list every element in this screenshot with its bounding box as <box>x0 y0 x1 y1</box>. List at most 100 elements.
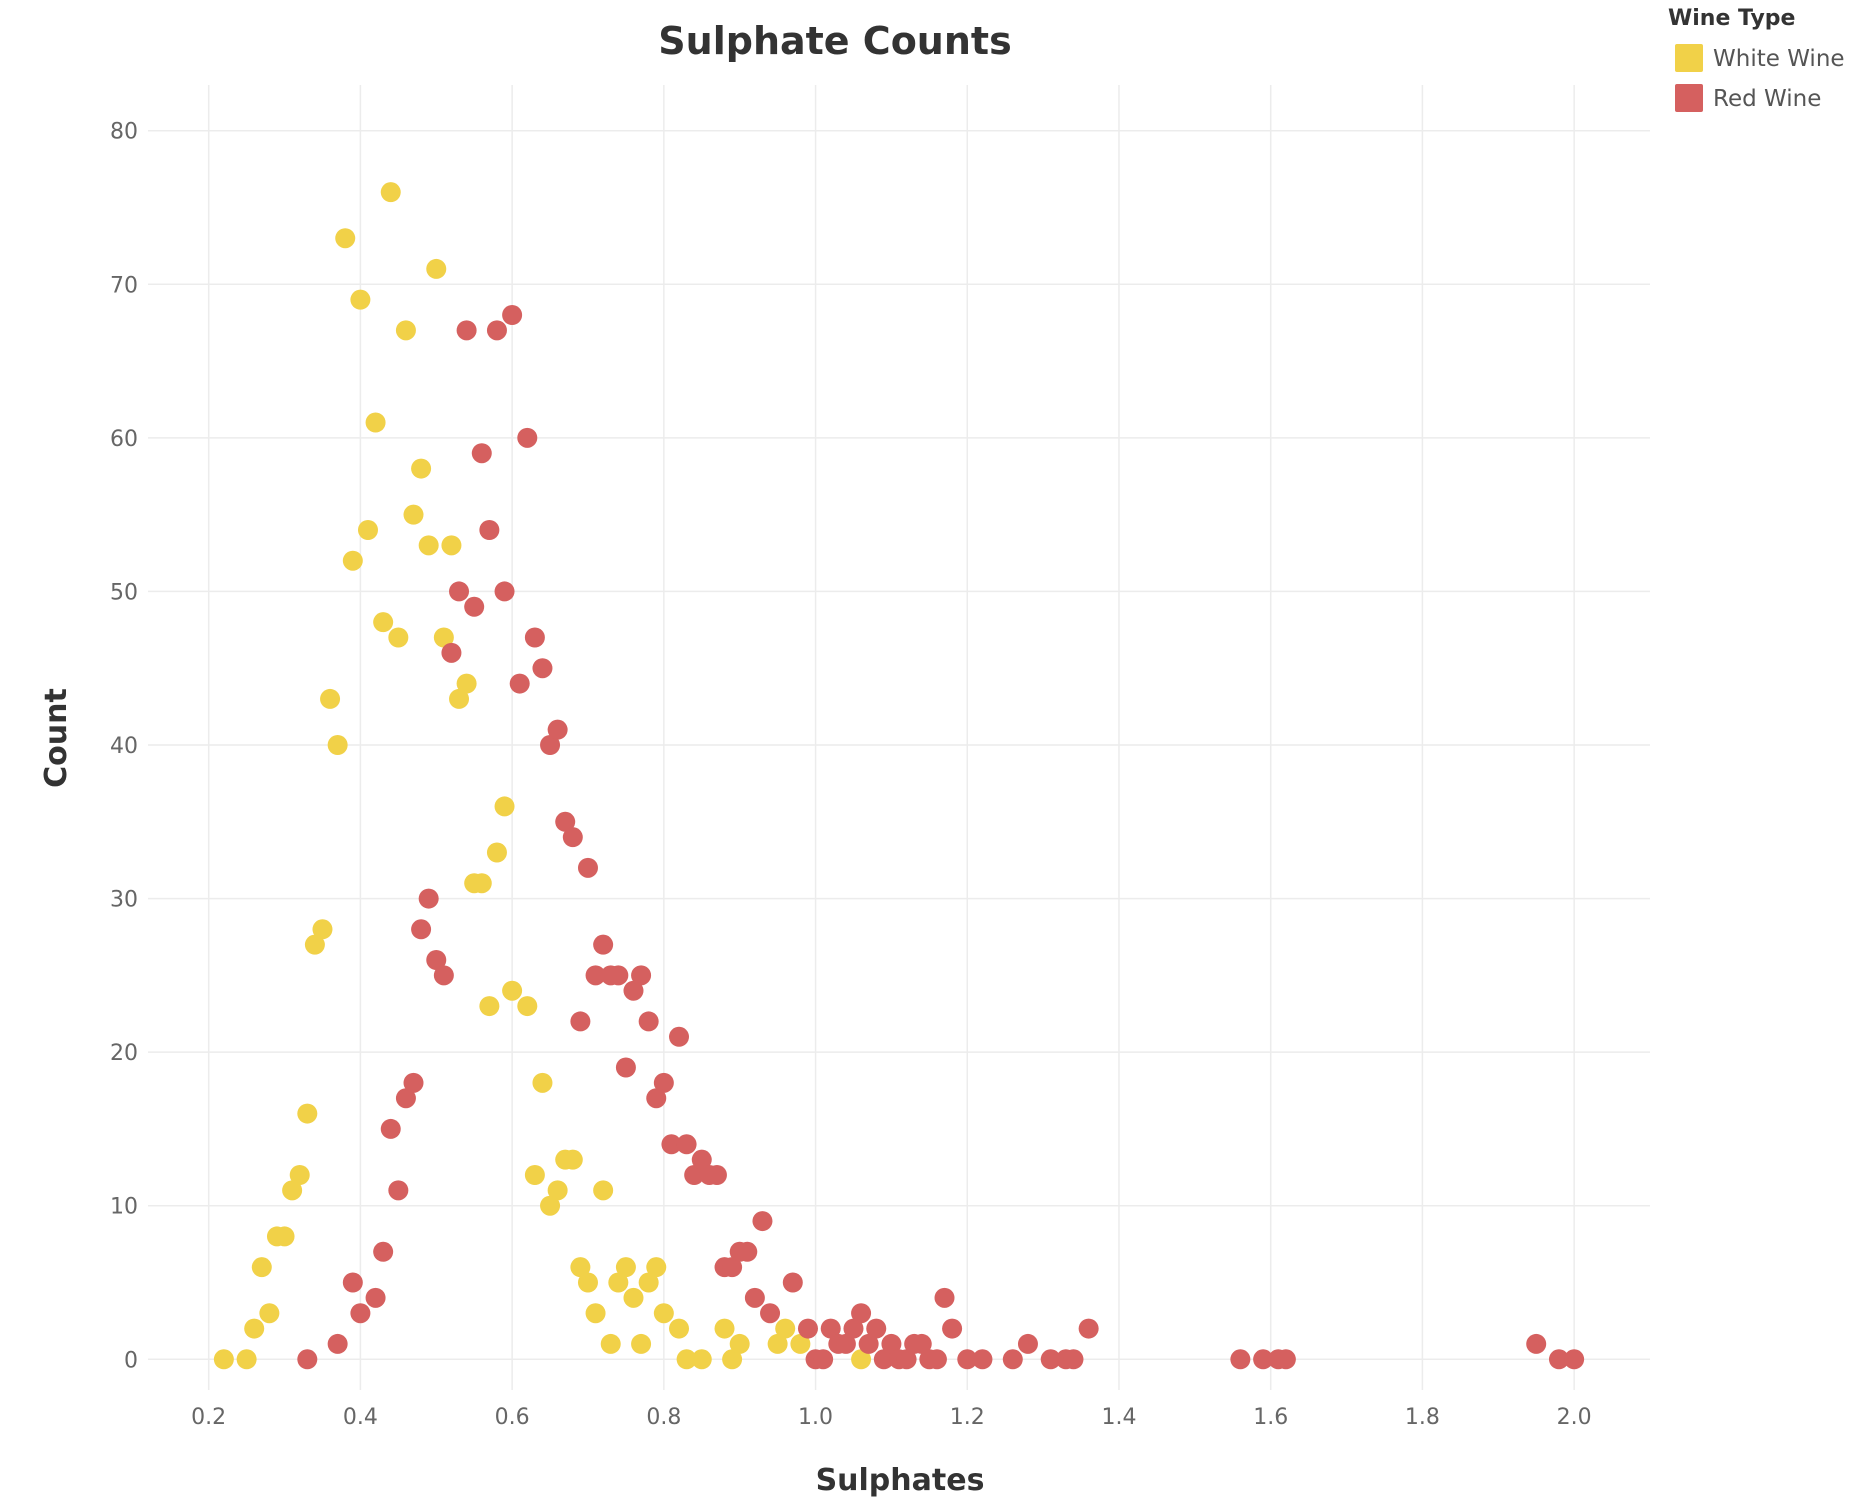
data-point[interactable] <box>790 1333 811 1354</box>
data-point[interactable] <box>585 965 606 986</box>
legend-label-white-wine[interactable]: White Wine <box>1713 46 1845 72</box>
data-point[interactable] <box>1230 1349 1251 1370</box>
data-point[interactable] <box>593 934 614 955</box>
data-point[interactable] <box>623 1287 644 1308</box>
data-point[interactable] <box>297 1103 318 1124</box>
data-point[interactable] <box>524 627 545 648</box>
data-point[interactable] <box>502 980 523 1001</box>
data-point[interactable] <box>395 1088 416 1109</box>
data-point[interactable] <box>449 688 470 709</box>
data-point[interactable] <box>426 258 447 279</box>
data-point[interactable] <box>213 1349 234 1370</box>
data-point[interactable] <box>456 320 477 341</box>
data-point[interactable] <box>858 1333 879 1354</box>
data-point[interactable] <box>547 1180 568 1201</box>
data-point[interactable] <box>1078 1318 1099 1339</box>
data-point[interactable] <box>691 1349 712 1370</box>
data-point[interactable] <box>942 1318 963 1339</box>
data-point[interactable] <box>411 919 432 940</box>
data-point[interactable] <box>486 320 507 341</box>
data-point[interactable] <box>327 735 348 755</box>
data-point[interactable] <box>357 520 378 540</box>
data-point[interactable] <box>820 1318 841 1339</box>
data-point[interactable] <box>365 1287 386 1308</box>
data-point[interactable] <box>388 1180 409 1201</box>
data-point[interactable] <box>608 1272 629 1293</box>
data-point[interactable] <box>517 996 538 1017</box>
data-point[interactable] <box>767 1333 788 1354</box>
data-point[interactable] <box>775 1318 796 1339</box>
legend-label-red-wine[interactable]: Red Wine <box>1713 86 1821 112</box>
data-point[interactable] <box>517 427 538 448</box>
data-point[interactable] <box>1063 1349 1084 1370</box>
data-point[interactable] <box>1040 1349 1061 1370</box>
data-point[interactable] <box>577 857 598 878</box>
data-point[interactable] <box>911 1333 932 1354</box>
data-point[interactable] <box>502 305 523 325</box>
data-point[interactable] <box>532 658 553 679</box>
data-point[interactable] <box>494 581 515 602</box>
data-point[interactable] <box>570 1257 591 1278</box>
data-point[interactable] <box>843 1318 864 1339</box>
data-point[interactable] <box>418 535 439 556</box>
data-point[interactable] <box>532 1072 553 1093</box>
data-point[interactable] <box>547 719 568 740</box>
data-point[interactable] <box>471 443 492 464</box>
data-point[interactable] <box>835 1333 856 1354</box>
data-point[interactable] <box>342 1272 363 1293</box>
data-point[interactable] <box>380 1118 401 1139</box>
data-point[interactable] <box>896 1349 917 1370</box>
data-point[interactable] <box>555 811 576 832</box>
data-point[interactable] <box>934 1287 955 1308</box>
data-point[interactable] <box>464 596 485 617</box>
data-point[interactable] <box>593 1180 614 1201</box>
data-point[interactable] <box>615 1257 636 1278</box>
data-point[interactable] <box>244 1318 265 1339</box>
data-point[interactable] <box>653 1072 674 1093</box>
data-point[interactable] <box>752 1211 773 1232</box>
data-point[interactable] <box>259 1303 280 1324</box>
data-point[interactable] <box>524 1165 545 1185</box>
data-point[interactable] <box>851 1303 872 1324</box>
data-point[interactable] <box>638 1272 659 1293</box>
data-point[interactable] <box>684 1165 705 1185</box>
data-point[interactable] <box>441 642 462 663</box>
data-point[interactable] <box>782 1272 803 1293</box>
data-point[interactable] <box>797 1318 818 1339</box>
data-point[interactable] <box>631 1333 652 1354</box>
data-point[interactable] <box>335 228 356 249</box>
data-point[interactable] <box>653 1303 674 1324</box>
data-point[interactable] <box>251 1257 272 1278</box>
data-point[interactable] <box>851 1349 872 1370</box>
data-point[interactable] <box>813 1349 834 1370</box>
data-point[interactable] <box>449 581 470 602</box>
data-point[interactable] <box>236 1349 257 1370</box>
data-point[interactable] <box>638 1011 659 1032</box>
data-point[interactable] <box>388 627 409 648</box>
data-point[interactable] <box>350 1303 371 1324</box>
data-point[interactable] <box>1002 1349 1023 1370</box>
data-point[interactable] <box>722 1349 743 1370</box>
data-point[interactable] <box>691 1149 712 1170</box>
data-point[interactable] <box>1253 1349 1274 1370</box>
data-point[interactable] <box>486 842 507 863</box>
data-point[interactable] <box>494 796 515 817</box>
data-point[interactable] <box>312 919 333 940</box>
data-point[interactable] <box>1017 1333 1038 1354</box>
data-point[interactable] <box>706 1165 727 1185</box>
data-point[interactable] <box>676 1349 697 1370</box>
data-point[interactable] <box>972 1349 993 1370</box>
data-point[interactable] <box>729 1333 750 1354</box>
data-point[interactable] <box>623 980 644 1001</box>
data-point[interactable] <box>881 1333 902 1354</box>
data-point[interactable] <box>274 1226 295 1247</box>
data-point[interactable] <box>426 950 447 970</box>
data-point[interactable] <box>289 1165 310 1185</box>
data-point[interactable] <box>365 412 386 433</box>
data-point[interactable] <box>403 1072 424 1093</box>
data-point[interactable] <box>320 688 341 709</box>
data-point[interactable] <box>1548 1349 1569 1370</box>
data-point[interactable] <box>373 1241 394 1262</box>
data-point[interactable] <box>669 1026 690 1047</box>
data-point[interactable] <box>456 673 477 694</box>
